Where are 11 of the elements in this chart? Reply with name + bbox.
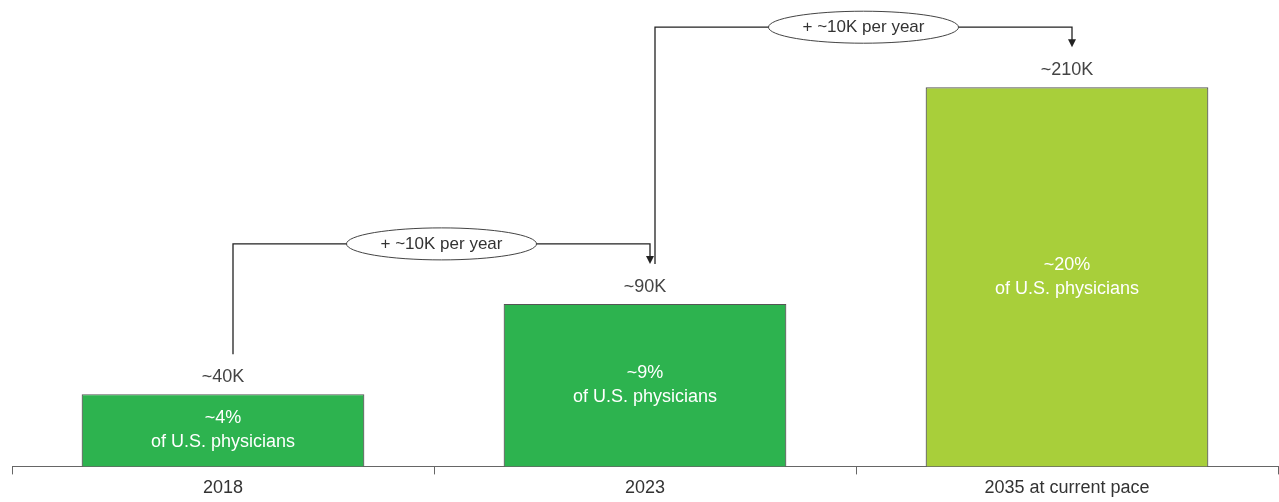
- annotation: ~9% of U.S. physicians: [572, 362, 718, 407]
- annotation: + ~10K per year: [380, 233, 503, 254]
- data-label: ~210K: [1040, 59, 1094, 80]
- annotation: ~4% of U.S. physicians: [150, 407, 296, 452]
- x-tick-label: 2035 at current pace: [984, 477, 1150, 498]
- x-tick-label: 2023: [624, 477, 666, 498]
- annotation: ~20% of U.S. physicians: [994, 253, 1140, 298]
- data-label: ~40K: [201, 366, 245, 387]
- data-label: ~90K: [623, 275, 667, 296]
- x-tick-label: 2018: [202, 477, 244, 498]
- text: + ~10K per year: [802, 17, 925, 38]
